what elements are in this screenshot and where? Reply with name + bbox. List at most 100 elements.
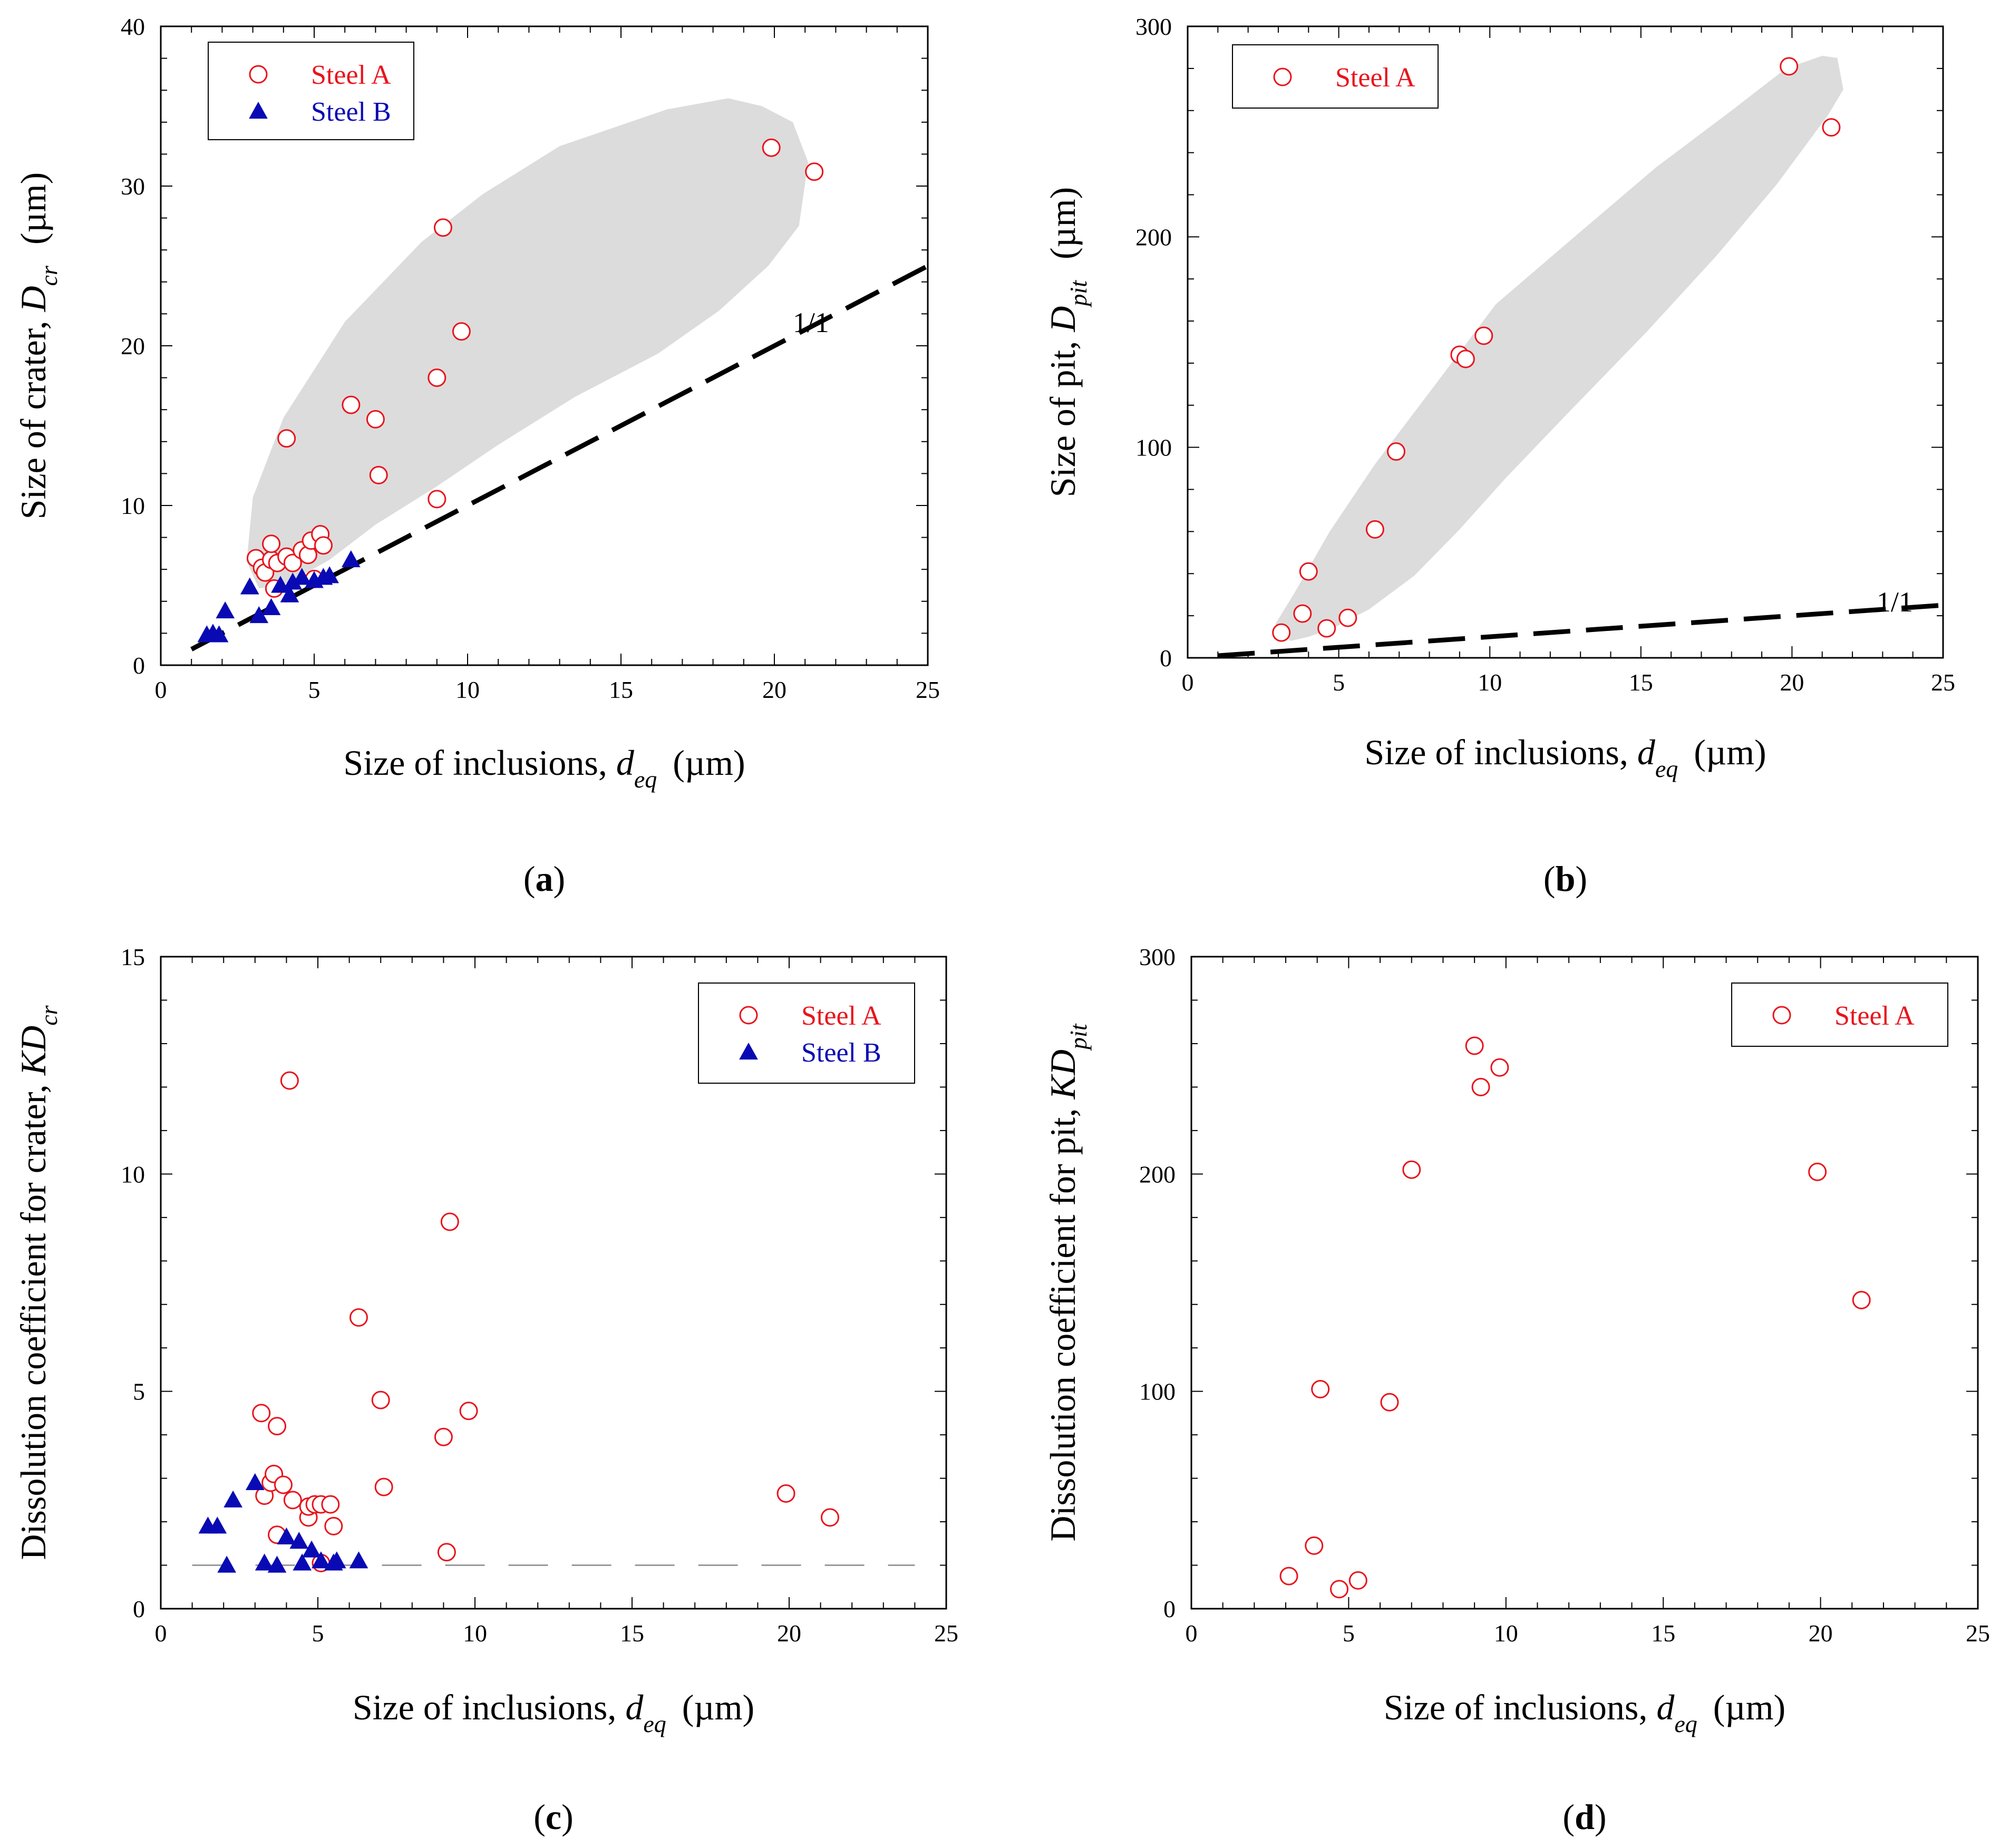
steel-b-point <box>289 1532 309 1549</box>
steel-a-point <box>274 1475 293 1494</box>
y-axis-label-sub: cr <box>35 265 62 286</box>
y-tick-label: 15 <box>121 944 145 970</box>
y-tick-label: 300 <box>1139 944 1176 970</box>
chart-d: 0 5 10 15 20 25 0 100 200 300 Size of inclusions, … <box>1043 944 1990 1837</box>
x-tick-label: 20 <box>1809 1620 1833 1647</box>
steel-a-point <box>262 534 281 553</box>
x-axis-label: Size of inclusions, deq (µm) <box>343 743 745 793</box>
y-tick-label: 300 <box>1135 13 1172 40</box>
shaded-region <box>1275 55 1843 641</box>
steel-a-point <box>280 1071 299 1090</box>
y-tick-label: 40 <box>121 13 145 40</box>
y-axis-label-main: Dissolution coefficient for pit, <box>1043 1099 1083 1541</box>
series-steel-a <box>252 1071 839 1572</box>
steel-a-point <box>1338 608 1357 627</box>
legend-label: Steel A <box>311 60 391 90</box>
caption-open: ( <box>1562 1797 1575 1837</box>
x-tick-label: 25 <box>1966 1620 1990 1647</box>
steel-a-point <box>1299 562 1318 581</box>
x-tick-label: 15 <box>1651 1620 1675 1647</box>
legend: Steel A <box>1232 44 1439 109</box>
legend-box <box>698 983 915 1084</box>
x-axis-label-var: d <box>616 743 635 783</box>
steel-a-point <box>428 368 446 387</box>
steel-a-point <box>314 536 333 555</box>
y-axis-label-unit: (µm) <box>1043 187 1083 259</box>
steel-b-point <box>312 1551 331 1569</box>
legend-box <box>1731 983 1948 1047</box>
y-axis-label-var: KD <box>1043 1049 1083 1100</box>
legend: Steel A Steel B <box>208 42 414 140</box>
steel-a-point <box>1474 326 1493 345</box>
steel-b-point <box>216 601 235 619</box>
caption-letter: d <box>1575 1797 1595 1837</box>
legend-label: Steel B <box>311 97 391 127</box>
y-tick-label: 0 <box>133 1596 145 1622</box>
x-axis-label-unit: (µm) <box>682 1687 754 1727</box>
y-tick-label: 100 <box>1135 434 1172 461</box>
x-axis-label: Size of inclusions, deq (µm) <box>1384 1687 1785 1737</box>
steel-b-point <box>320 566 339 583</box>
x-axis-label-main: Size of inclusions, <box>353 1687 626 1727</box>
steel-a-point <box>1272 623 1291 642</box>
chart-b: 1/1 0 5 10 15 20 25 0 100 200 300 Size of inclusion… <box>1043 13 1955 899</box>
legend-label: Steel A <box>1335 63 1415 93</box>
steel-b-point <box>302 1540 321 1558</box>
series-steel-b <box>198 1473 368 1573</box>
x-axis-label-sub: eq <box>643 1710 666 1737</box>
caption: (a) <box>523 859 565 899</box>
legend-box <box>1232 44 1439 109</box>
x-tick-label: 5 <box>308 676 321 703</box>
steel-a-point <box>452 322 471 341</box>
steel-a-point <box>283 553 302 572</box>
y-tick-label: 20 <box>121 333 145 359</box>
steel-b-point <box>349 1551 368 1569</box>
reference-line-label-text: 1/1 <box>793 307 829 338</box>
steel-a-point <box>762 138 781 157</box>
plot-frame <box>1187 25 1944 659</box>
steel-b-point <box>217 1555 237 1573</box>
x-tick-label: 15 <box>1629 669 1653 696</box>
caption-close: ) <box>1575 859 1587 899</box>
steel-a-point <box>428 490 446 509</box>
y-tick-label: 30 <box>121 173 145 200</box>
steel-b-point <box>261 598 281 616</box>
steel-a-point <box>371 1390 390 1409</box>
y-axis-label-sub: pit <box>1065 280 1092 308</box>
steel-a-point <box>434 1427 453 1446</box>
steel-a-point <box>1387 442 1406 461</box>
legend-marker <box>1273 67 1292 86</box>
x-axis-label-sub: eq <box>1674 1710 1697 1737</box>
y-axis-label: Dissolution coefficient for crater, KDcr <box>13 1005 62 1560</box>
steel-a-point <box>440 1212 459 1231</box>
steel-a-point <box>252 1404 271 1423</box>
steel-a-point <box>283 1491 302 1510</box>
y-axis-label: Size of crater, Dcr (µm) <box>13 172 62 520</box>
steel-a-point <box>1365 520 1384 539</box>
plot-frame <box>160 956 947 1610</box>
x-tick-label: 5 <box>312 1620 324 1647</box>
x-tick-label: 0 <box>1182 669 1194 696</box>
steel-a-point <box>1456 349 1475 368</box>
chart-a: 1/1 0 5 10 15 20 25 0 10 20 30 40 Size of inclusions… <box>13 13 940 899</box>
reference-line-label: 1/1 <box>793 307 829 338</box>
steel-a-point <box>374 1477 393 1496</box>
legend-marker <box>249 101 268 119</box>
x-axis-label-sub: eq <box>634 766 657 793</box>
x-tick-label: 10 <box>455 676 480 703</box>
legend: Steel A Steel B <box>698 983 915 1084</box>
legend-marker <box>739 1042 758 1060</box>
x-axis-label-main: Size of inclusions, <box>343 743 616 783</box>
steel-b-point <box>208 1516 227 1534</box>
steel-a-point <box>1465 1036 1484 1055</box>
x-tick-label: 10 <box>463 1620 487 1647</box>
steel-a-point <box>1348 1571 1367 1590</box>
legend-label: Steel A <box>801 1001 881 1031</box>
y-axis-label-sub: pit <box>1065 1023 1092 1051</box>
steel-a-point <box>433 218 452 237</box>
x-tick-label: 20 <box>762 676 787 703</box>
steel-a-point <box>277 429 296 448</box>
steel-a-point <box>1329 1580 1348 1599</box>
y-axis-label: Dissolution coefficient for pit, KDpit <box>1043 1023 1092 1541</box>
